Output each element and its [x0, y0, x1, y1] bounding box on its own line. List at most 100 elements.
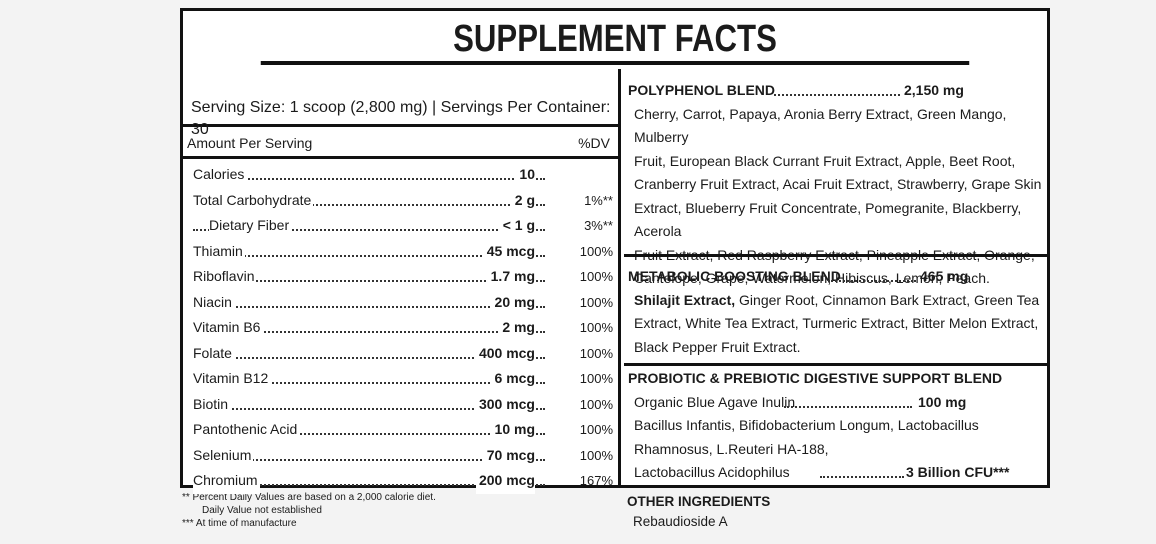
nutrient-amount: 2 g: [511, 187, 535, 213]
nutrient-amount: 200 mcg: [475, 468, 535, 494]
nutrient-rows: Calories 10 Total Carbohydrate 2 g 1%** …: [193, 162, 613, 494]
blend-name: PROBIOTIC & PREBIOTIC DIGESTIVE SUPPORT …: [628, 370, 1003, 386]
leader-dots: [193, 254, 545, 257]
dv-header: %DV: [578, 135, 610, 151]
blend-header: PROBIOTIC & PREBIOTIC DIGESTIVE SUPPORT …: [628, 367, 1042, 391]
footnotes: ** Percent Daily Values are based on a 2…: [182, 491, 436, 530]
nutrient-column: Serving Size: 1 scoop (2,800 mg) | Servi…: [183, 69, 621, 494]
leader-dots: [193, 331, 545, 333]
leader-dots: [774, 94, 900, 96]
nutrient-dv: 100%: [579, 345, 613, 361]
nutrient-row: Chromium 200 mcg 167%: [193, 468, 613, 494]
leader-dots: [193, 203, 545, 206]
blend-header: METABOLIC BOOSTING BLEND 465 mg: [628, 265, 1042, 289]
leader-dots: [193, 280, 545, 282]
nutrient-row: Pantothenic Acid 10 mg 100%: [193, 417, 613, 443]
blend-name: METABOLIC BOOSTING BLEND: [628, 268, 841, 284]
leader-dots: [193, 229, 545, 231]
nutrient-row: Folate 400 mcg 100%: [193, 340, 613, 366]
nutrient-dv: 100%: [579, 371, 613, 386]
footnote-line: Daily Value not established: [202, 505, 322, 516]
ingredient-line: Extract, White Tea Extract, Turmeric Ext…: [634, 315, 1039, 331]
blend-name: POLYPHENOL BLEND: [628, 82, 776, 98]
nutrient-amount: 10 mg: [491, 417, 535, 443]
ingredient-line: Organic Blue Agave Inulin 100 mg: [634, 391, 1042, 415]
nutrient-row: Niacin 20 mg 100%: [193, 289, 613, 315]
nutrient-row: Calories 10: [193, 162, 613, 188]
ingredient-line: Bacillus Infantis, Bifidobacterium Longu…: [634, 417, 979, 433]
nutrient-dv: 100%: [579, 320, 613, 335]
leader-dots: [193, 356, 545, 359]
nutrient-name: Thiamin: [193, 238, 245, 264]
metabolic-blend: METABOLIC BOOSTING BLEND 465 mg Shilajit…: [628, 265, 1042, 359]
nutrient-dv: 100%: [579, 447, 613, 463]
nutrient-amount: 20 mg: [491, 289, 535, 315]
ingredient-text: Ginger Root, Cinnamon Bark Extract, Gree…: [735, 291, 1040, 308]
nutrient-amount: 400 mcg: [475, 340, 535, 366]
nutrient-dv: 100%: [579, 396, 613, 412]
footnote-line: *** At time of manufacture: [182, 518, 297, 529]
nutrient-name: Chromium: [193, 468, 260, 494]
nutrient-dv: 100%: [579, 269, 613, 284]
blend-divider: [624, 363, 1047, 366]
nutrient-name: Total Carbohydrate: [193, 187, 314, 213]
nutrient-dv: 100%: [579, 422, 613, 437]
leader-dots: [193, 178, 545, 180]
blend-amount: 2,150 mg: [904, 82, 964, 98]
nutrient-amount: 1.7 mg: [487, 264, 535, 290]
blend-amount: 465 mg: [920, 268, 969, 284]
nutrient-row: Biotin 300 mcg 100%: [193, 391, 613, 417]
polyphenol-blend: POLYPHENOL BLEND 2,150 mg Cherry, Carrot…: [628, 79, 1042, 291]
nutrient-dv: 100%: [579, 243, 613, 259]
other-ingredients-value: Rebaudioside A: [633, 514, 728, 529]
blend-column: POLYPHENOL BLEND 2,150 mg Cherry, Carrot…: [624, 69, 1047, 485]
nutrient-amount: 300 mcg: [475, 391, 535, 417]
highlighted-ingredient: Shilajit Extract,: [634, 291, 736, 308]
leader-dots: [193, 484, 545, 486]
nutrient-amount: 2 mg: [499, 315, 535, 341]
footnote-line: ** Percent Daily Values are based on a 2…: [182, 492, 436, 503]
leader-dots: [193, 433, 545, 435]
ingredient-line: Rhamnosus, L.Reuteri HA-188,: [634, 440, 829, 457]
other-ingredients-heading: OTHER INGREDIENTS: [627, 494, 771, 509]
nutrient-name: Folate: [193, 340, 234, 366]
ingredient-line: Black Pepper Fruit Extract.: [634, 338, 801, 355]
probiotic-blend: PROBIOTIC & PREBIOTIC DIGESTIVE SUPPORT …: [628, 367, 1042, 485]
nutrient-name: Biotin: [193, 391, 231, 417]
leader-dots: [193, 382, 545, 384]
blend-ingredients: Cherry, Carrot, Papaya, Aronia Berry Ext…: [628, 103, 1042, 291]
nutrient-row: Selenium 70 mcg 100%: [193, 442, 613, 468]
ingredient-name: Organic Blue Agave Inulin: [634, 393, 796, 410]
ingredient-line: Cantelope, Grape, Watermelon, Hibiscus, …: [634, 270, 990, 286]
nutrient-name: Vitamin B6: [193, 315, 263, 341]
nutrient-row: Total Carbohydrate 2 g 1%**: [193, 187, 613, 213]
ingredient-line: Extract, Blueberry Fruit Concentrate, Po…: [634, 199, 1022, 240]
nutrient-row: Vitamin B12 6 mcg 100%: [193, 366, 613, 392]
label-title: SUPPLEMENT FACTS: [260, 11, 970, 65]
leader-dots: [828, 280, 916, 282]
nutrient-row: Riboflavin 1.7 mg 100%: [193, 264, 613, 290]
nutrient-dv: 100%: [579, 294, 613, 310]
nutrient-dv: 3%**: [584, 218, 613, 233]
blend-ingredients: Shilajit Extract, Ginger Root, Cinnamon …: [628, 289, 1042, 360]
nutrient-row: Dietary Fiber < 1 g 3%**: [193, 213, 613, 239]
nutrient-row: Thiamin 45 mcg 100%: [193, 238, 613, 264]
amount-per-serving-header: Amount Per Serving: [187, 135, 313, 151]
amount-header-row: Amount Per Serving %DV: [183, 127, 618, 159]
nutrient-name: Calories: [193, 162, 247, 188]
leader-dots: [193, 305, 545, 308]
nutrient-amount: < 1 g: [499, 213, 535, 239]
nutrient-name: Riboflavin: [193, 264, 257, 290]
blend-ingredients: Organic Blue Agave Inulin 100 mg Bacillu…: [628, 391, 1042, 485]
nutrient-amount: 10: [516, 162, 535, 188]
nutrient-name: Dietary Fiber: [209, 213, 292, 239]
ingredient-name: Lactobacillus Acidophilus: [634, 464, 790, 480]
nutrient-dv: 167%: [579, 473, 613, 488]
nutrient-row: Vitamin B6 2 mg 100%: [193, 315, 613, 341]
nutrient-name: Pantothenic Acid: [193, 417, 300, 443]
blend-divider: [624, 254, 1047, 257]
nutrient-amount: 6 mcg: [491, 366, 535, 392]
blend-header: POLYPHENOL BLEND 2,150 mg: [628, 79, 1042, 103]
nutrient-name: Vitamin B12: [193, 366, 271, 392]
other-ingredients: OTHER INGREDIENTS Rebaudioside A: [627, 492, 770, 532]
